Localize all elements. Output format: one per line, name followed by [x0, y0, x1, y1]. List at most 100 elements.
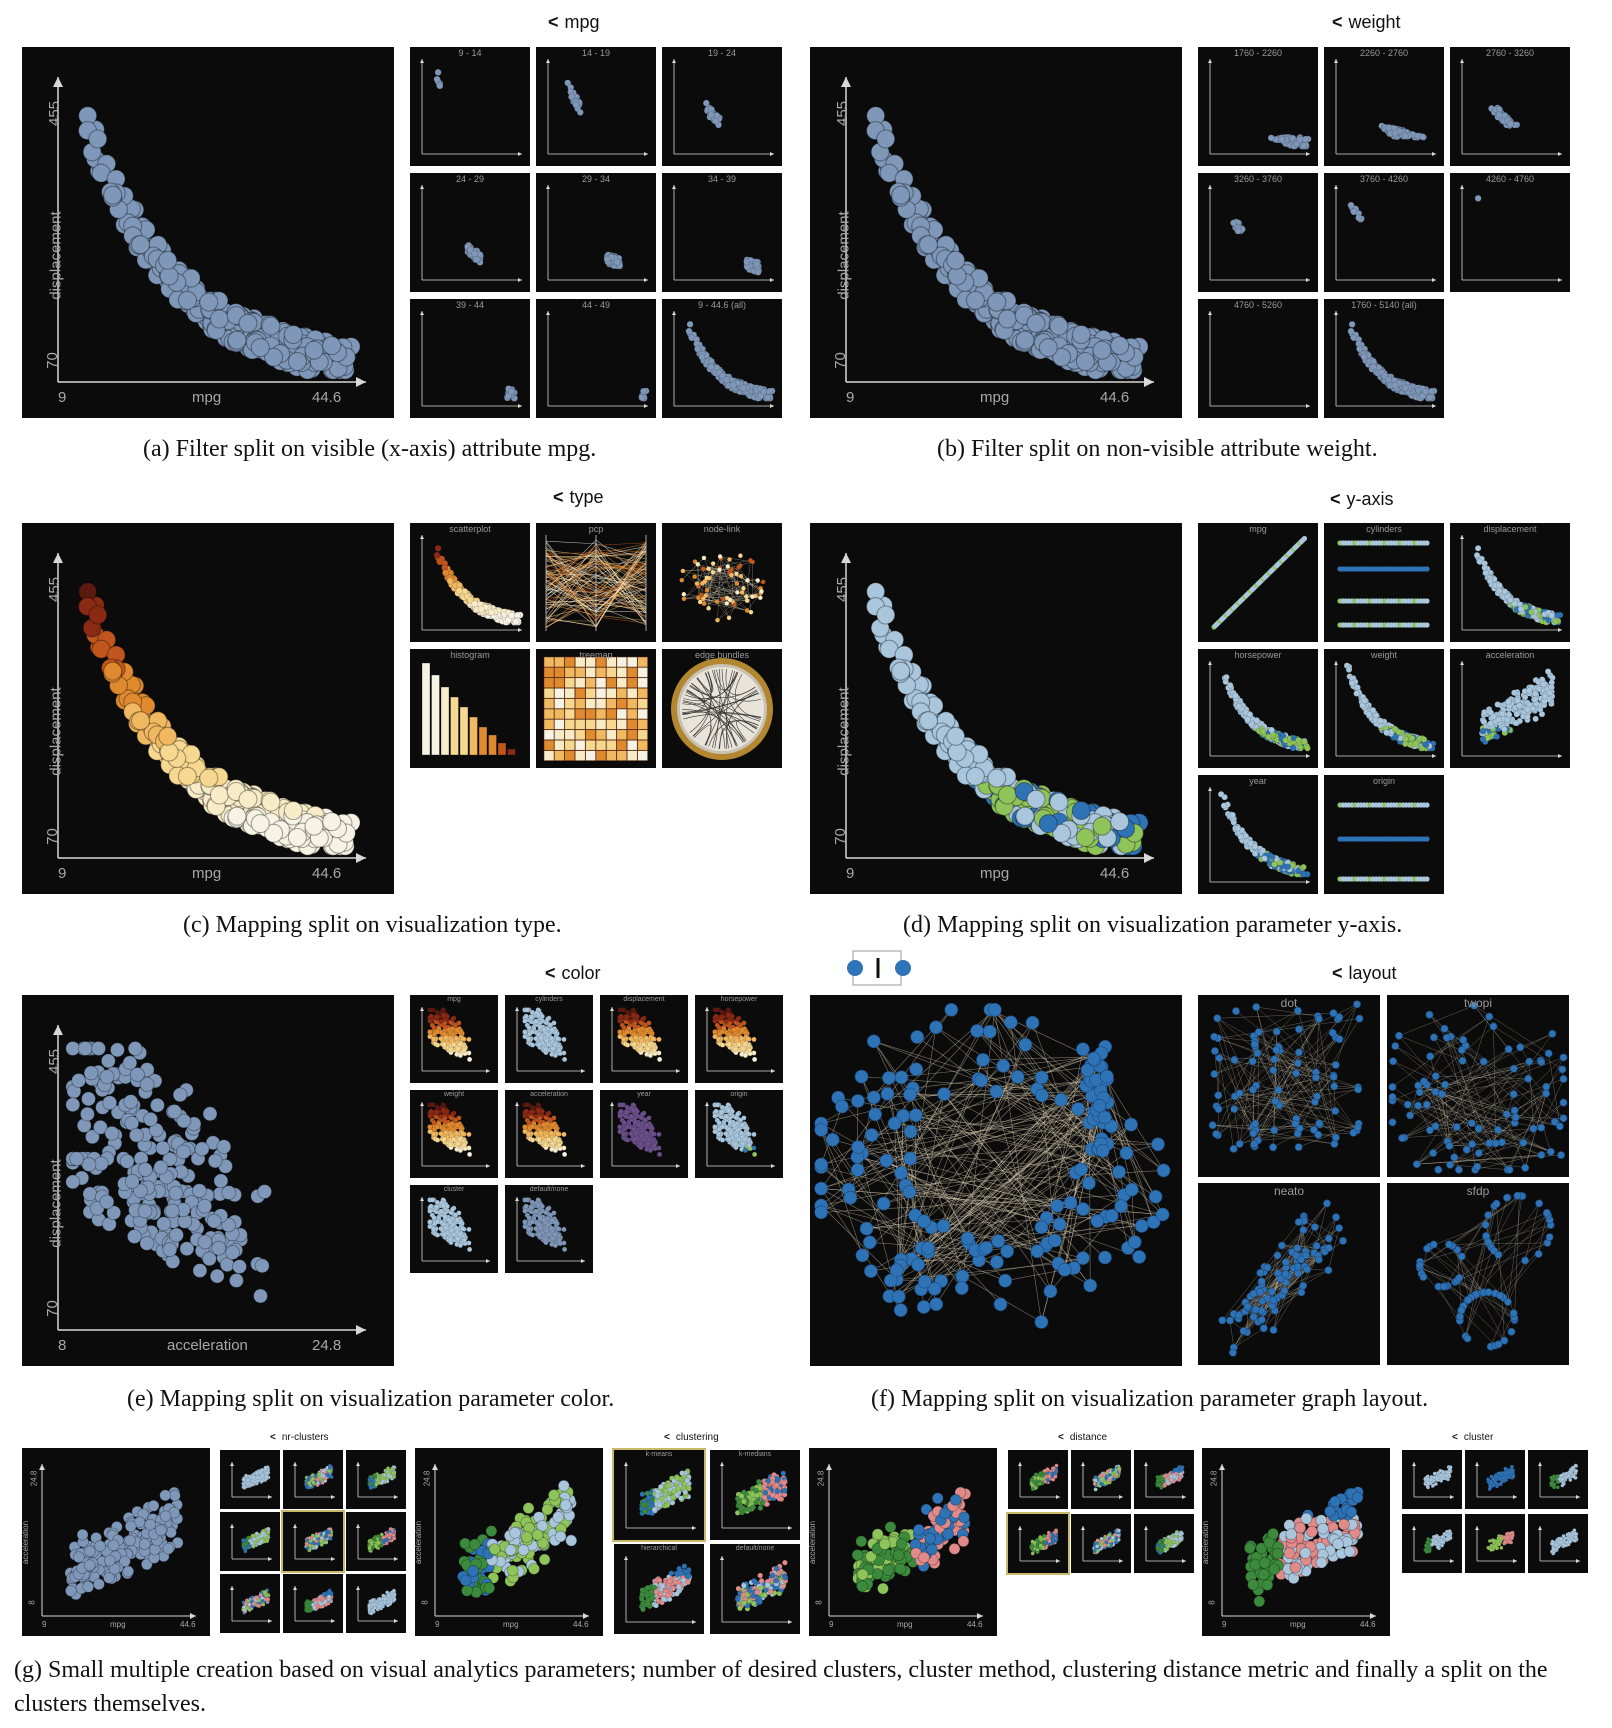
small-multiple-thumbnail[interactable]: mpg [410, 995, 498, 1083]
data-point [1237, 833, 1244, 840]
graph-node [741, 586, 746, 591]
graph-node [720, 597, 726, 602]
small-multiple-thumbnail[interactable]: 44 - 49 [536, 299, 656, 418]
split-header-type[interactable]: < type [553, 487, 604, 507]
small-multiple-thumbnail[interactable]: scatterplot [410, 523, 530, 642]
treemap-cell [585, 719, 596, 730]
small-multiple-thumbnail[interactable]: horsepower [1198, 649, 1318, 768]
main-scatterplot-a[interactable]: displacement 455 70 9 mpg 44.6 [22, 47, 394, 418]
small-multiple-thumbnail[interactable]: 9 - 44.6 (all) [662, 299, 782, 418]
axes [546, 59, 648, 156]
thumbnail-plot [1208, 661, 1311, 758]
split-header-y-axis[interactable]: < y-axis [1330, 489, 1394, 509]
small-multiple-thumbnail[interactable]: treemap [536, 649, 656, 768]
treemap-cell [543, 739, 555, 751]
small-multiple-thumbnail[interactable]: 14 - 19 [536, 47, 656, 166]
treemap-cell [626, 750, 638, 761]
small-multiple-thumbnail[interactable]: displacement [600, 995, 688, 1083]
data-point [1424, 622, 1430, 628]
graph-edge [698, 586, 718, 602]
small-multiple-thumbnail[interactable]: pcp [536, 523, 656, 642]
split-header-mpg[interactable]: < mpg [548, 12, 600, 32]
treemap-cell [554, 698, 565, 709]
data-point [261, 316, 281, 336]
data-point [702, 99, 710, 107]
graph-node [744, 594, 749, 599]
small-multiple-thumbnail[interactable]: cylinders [505, 995, 593, 1083]
main-scatterplot-e[interactable]: displacement 455 70 8 acceleration 24.8 [22, 995, 394, 1366]
data-point [153, 1159, 169, 1175]
x-min-label: 9 [846, 865, 855, 882]
small-multiple-thumbnail[interactable]: mpg [1198, 523, 1318, 642]
small-multiple-thumbnail[interactable]: 4260 - 4760 [1450, 173, 1570, 292]
small-multiple-thumbnail[interactable]: cylinders [1324, 523, 1444, 642]
data-point [81, 1091, 96, 1107]
small-multiple-thumbnail[interactable]: 39 - 44 [410, 299, 530, 418]
main-scatterplot-c[interactable]: displacement 455 70 9 mpg 44.6 [22, 523, 394, 894]
thumbnail-label: 24 - 29 [455, 174, 485, 184]
small-multiple-thumbnail[interactable]: 2760 - 3260 [1450, 47, 1570, 166]
data-point [1498, 710, 1506, 717]
small-multiple-thumbnail[interactable]: origin [1324, 775, 1444, 894]
data-point [1424, 802, 1430, 808]
data-point [1234, 227, 1242, 235]
small-multiple-thumbnail[interactable]: histogram [410, 649, 530, 768]
graph-node [681, 592, 687, 597]
small-multiple-thumbnail[interactable]: 34 - 39 [662, 173, 782, 292]
thumbnail-label: 9 - 44.6 (all) [697, 300, 747, 310]
main-scatterplot-b[interactable]: displacement 455 70 9 mpg 44.6 [810, 47, 1182, 418]
data-point [99, 1069, 115, 1085]
data-point [1220, 802, 1228, 809]
graph-node [748, 558, 753, 563]
data-point [443, 1035, 449, 1041]
small-multiple-thumbnail[interactable]: weight [1324, 649, 1444, 768]
x-max-label: 44.6 [312, 389, 342, 406]
data-point [698, 353, 706, 361]
treemap-cell [637, 667, 648, 678]
data-point [436, 82, 444, 90]
data-point [261, 792, 281, 812]
data-point [65, 1041, 81, 1056]
small-multiple-thumbnail[interactable]: 1760 - 2260 [1198, 47, 1318, 166]
thumbnail-label: 4260 - 4760 [1485, 174, 1535, 184]
bundled-edge [721, 668, 757, 730]
x-axis-label: mpg [192, 389, 222, 406]
data-point [1369, 363, 1377, 371]
small-multiple-thumbnail[interactable]: 29 - 34 [536, 173, 656, 292]
treemap-cell [564, 677, 576, 689]
small-multiple-thumbnail[interactable]: 4760 - 5260 [1198, 299, 1318, 418]
data-point [1419, 392, 1426, 400]
small-multiple-thumbnail[interactable]: year [1198, 775, 1318, 894]
small-multiple-thumbnail[interactable]: 9 - 14 [410, 47, 530, 166]
small-multiple-thumbnail[interactable]: node-link [662, 523, 782, 642]
split-header-weight[interactable]: < weight [1332, 12, 1401, 32]
bundled-edge [705, 672, 739, 746]
small-multiple-thumbnail[interactable]: displacement [1450, 523, 1570, 642]
treemap-cell [574, 729, 586, 741]
small-multiple-thumbnail[interactable]: 3260 - 3760 [1198, 173, 1318, 292]
data-point [1548, 684, 1555, 691]
small-multiple-thumbnail[interactable]: 3760 - 4260 [1324, 173, 1444, 292]
data-point [753, 260, 761, 268]
small-multiple-thumbnail[interactable]: 19 - 24 [662, 47, 782, 166]
x-min-label: 8 [58, 1337, 67, 1354]
split-header-color[interactable]: < color [545, 963, 601, 983]
data-point [1110, 336, 1130, 356]
small-multiple-thumbnail[interactable]: 1760 - 5140 (all) [1324, 299, 1444, 418]
small-multiple-thumbnail[interactable]: acceleration [1450, 649, 1570, 768]
data-point [1075, 351, 1095, 372]
small-multiple-thumbnail[interactable]: 2260 - 2760 [1324, 47, 1444, 166]
data-point [206, 1213, 222, 1229]
data-point [143, 1111, 159, 1127]
data-point [1540, 681, 1548, 688]
graph-node [714, 599, 720, 604]
treemap-cell [616, 750, 628, 761]
data-point [466, 1036, 472, 1042]
bundled-edge [711, 670, 733, 748]
main-scatterplot-d[interactable]: displacement 455 70 9 mpg 44.6 [810, 523, 1182, 894]
small-multiple-thumbnail[interactable]: 24 - 29 [410, 173, 530, 292]
thumbnail-plot [420, 311, 522, 408]
treemap-cell [595, 656, 607, 668]
data-point [250, 814, 270, 834]
small-multiple-thumbnail[interactable]: edge bundles [662, 649, 782, 768]
